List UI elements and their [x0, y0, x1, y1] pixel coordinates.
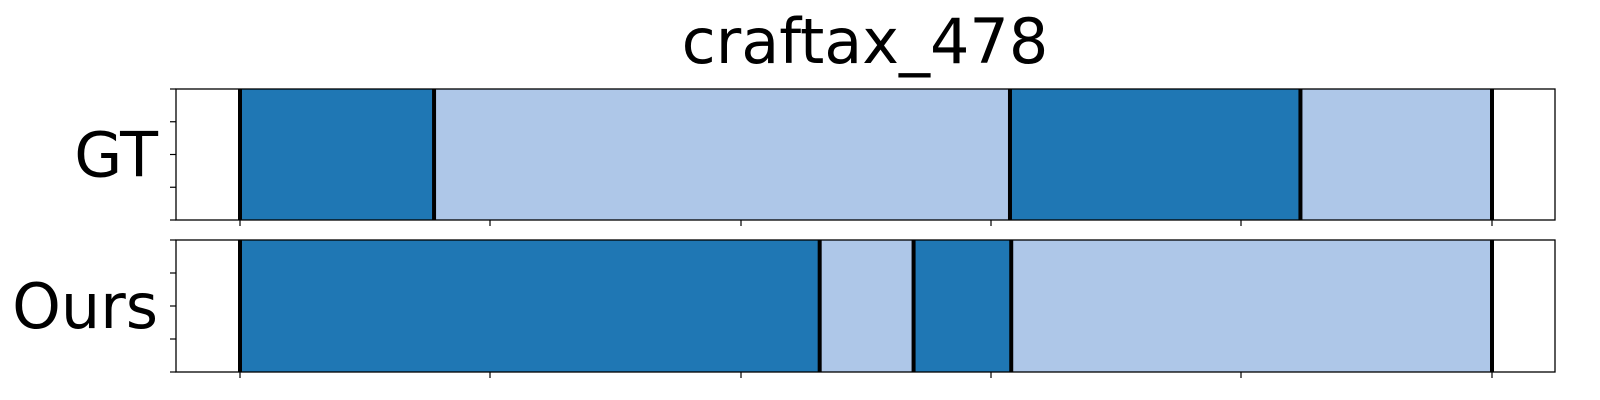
segment-bar [434, 89, 1010, 220]
panel-gt: GT [74, 88, 1556, 226]
row-label: GT [74, 119, 159, 192]
panel-ours: Ours [12, 239, 1556, 378]
row-label: Ours [12, 270, 158, 343]
chart-title: craftax_478 [682, 5, 1049, 78]
segment-bar [240, 240, 820, 372]
segment-bar [913, 240, 1012, 372]
panels: GT Ours [12, 88, 1556, 378]
segment-bar [1011, 240, 1492, 372]
segment-bar [240, 89, 435, 220]
segment-bar [819, 240, 914, 372]
segment-bar [1300, 89, 1492, 220]
segment-bar [1009, 89, 1301, 220]
